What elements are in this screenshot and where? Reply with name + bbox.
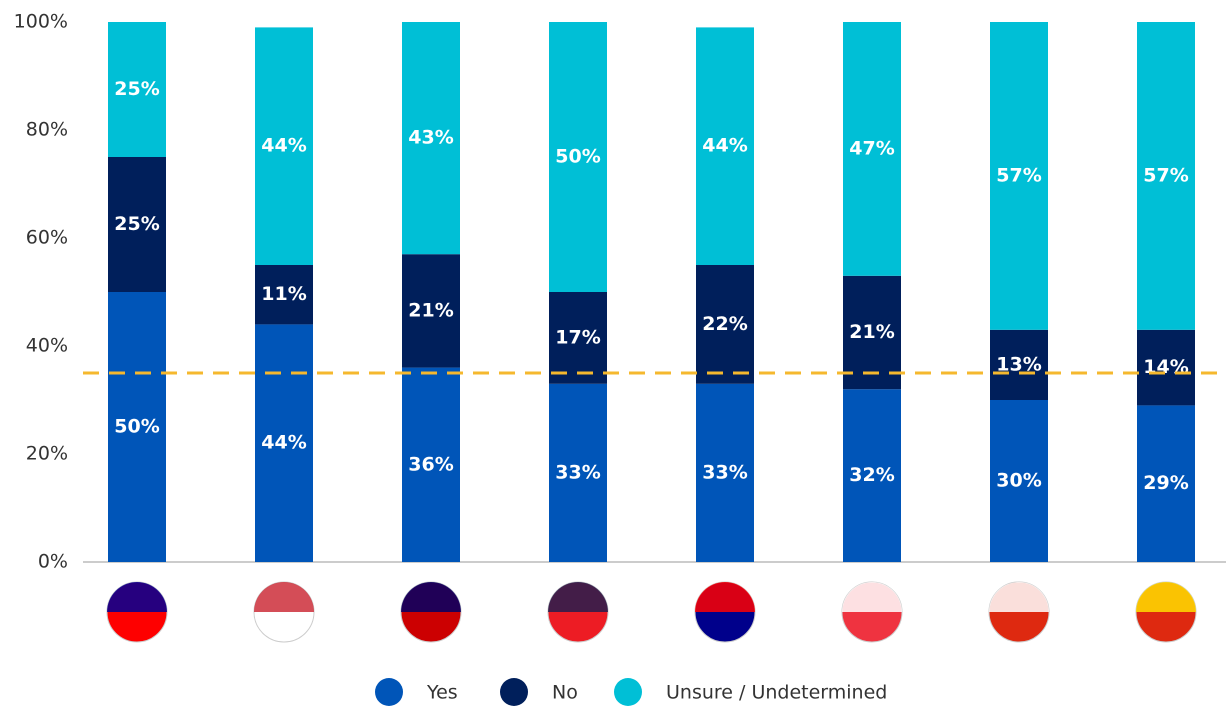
y-tick-label: 0% [38,551,68,573]
bar-segment [108,157,166,292]
legend-swatch [375,678,403,706]
value-label: 21% [408,299,453,321]
value-label: 33% [555,461,600,483]
value-label: 25% [114,213,159,235]
value-label: 21% [849,321,894,343]
bar-segment [402,367,460,562]
bar-segment [990,400,1048,562]
bar-segment [843,389,901,562]
flag-detail [548,582,608,612]
bar-segment [696,383,754,562]
bar-segment [990,329,1048,400]
value-label: 36% [408,453,453,475]
bar-segment [696,27,754,266]
value-label: 50% [114,416,159,438]
bar-segment [1137,405,1195,562]
flag-detail [842,582,902,612]
bar-segment [402,254,460,368]
bar-segment [255,27,313,266]
y-tick-label: 100% [14,11,68,33]
value-label: 44% [261,432,306,454]
value-label: 44% [261,135,306,157]
y-tick-label: 60% [26,227,68,249]
bar-segment [108,22,166,157]
value-label: 22% [702,313,747,335]
flag-detail [989,582,1049,612]
legend-label: No [552,682,578,704]
flag-detail [254,582,314,612]
value-label: 50% [555,146,600,168]
value-label: 57% [996,164,1041,186]
value-label: 25% [114,78,159,100]
value-label: 17% [555,326,600,348]
value-label: 29% [1143,472,1188,494]
value-label: 11% [261,283,306,305]
legend-swatch [614,678,642,706]
legend-swatch [500,678,528,706]
value-label: 44% [702,135,747,157]
bar-segment [549,22,607,292]
bar-segment [990,22,1048,330]
value-label: 14% [1143,356,1188,378]
value-label: 43% [408,127,453,149]
value-label: 57% [1143,164,1188,186]
bar-segment [402,22,460,255]
flag-detail [1136,582,1196,612]
value-label: 33% [702,461,747,483]
flag-detail [401,582,461,612]
value-label: 32% [849,464,894,486]
y-tick-label: 20% [26,443,68,465]
flag-detail [107,582,167,612]
value-label: 30% [996,470,1041,492]
bar-segment [255,324,313,562]
value-label: 13% [996,353,1041,375]
bar-segment [549,292,607,384]
bar-segment [696,265,754,384]
bar-segment [1137,329,1195,406]
bar-segment [108,292,166,562]
bar-segment [843,275,901,390]
legend-label: Yes [426,682,458,704]
value-label: 47% [849,137,894,159]
y-tick-label: 80% [26,119,68,141]
bar-segment [1137,22,1195,330]
bar-segment [255,265,313,325]
bar-segment [549,383,607,562]
bar-segment [843,22,901,276]
y-tick-label: 40% [26,335,68,357]
flag-detail [695,582,755,612]
legend-label: Unsure / Undetermined [666,682,887,704]
